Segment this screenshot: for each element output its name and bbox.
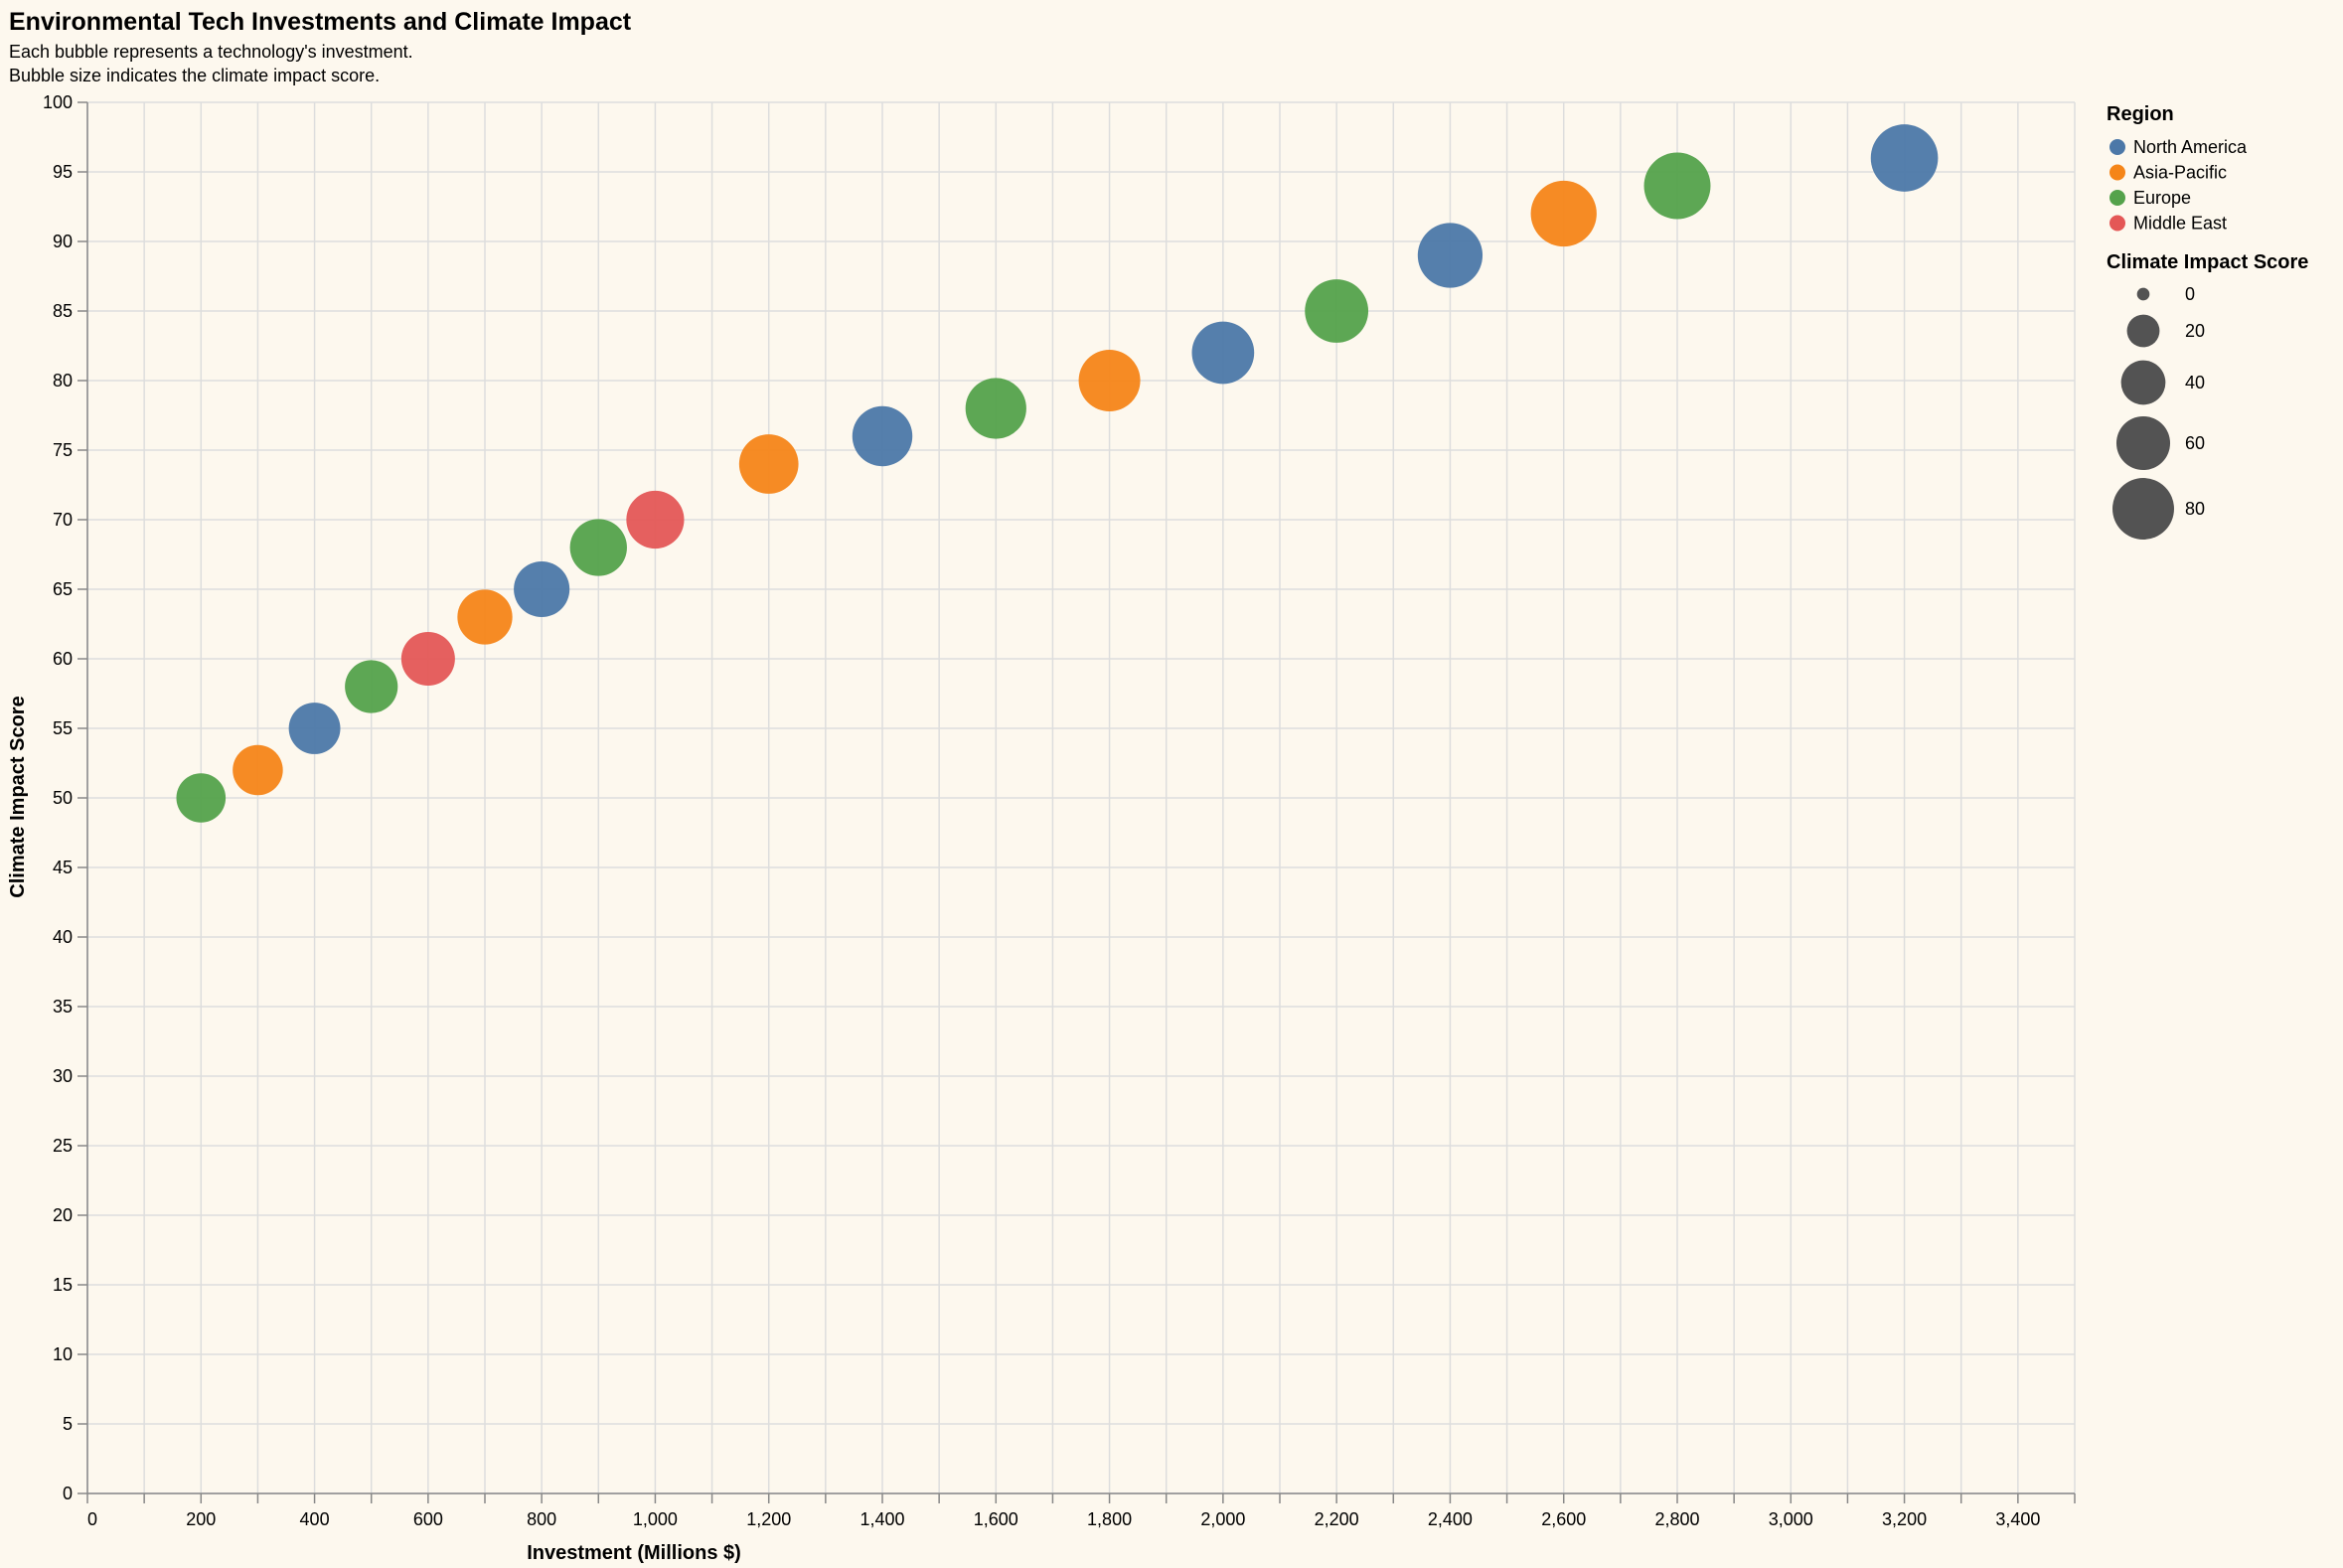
bubble-north-america[interactable] (1870, 124, 1939, 192)
x-tick-label: 2,600 (1541, 1509, 1586, 1529)
chart-subtitle-line-2: Bubble size indicates the climate impact… (9, 66, 380, 85)
y-tick-label: 90 (53, 232, 73, 251)
x-tick-label: 200 (186, 1509, 216, 1529)
y-tick-label: 50 (53, 788, 73, 808)
legend-label: Europe (2133, 188, 2191, 208)
size-legend-symbol (2120, 360, 2166, 405)
x-tick-label: 1,600 (974, 1509, 1018, 1529)
x-tick-label: 0 (87, 1509, 97, 1529)
x-tick-label: 600 (413, 1509, 443, 1529)
y-tick-label: 5 (63, 1414, 73, 1434)
size-legend-symbol (2136, 287, 2150, 301)
bubble-middle-east[interactable] (626, 490, 685, 549)
y-tick-label: 10 (53, 1344, 73, 1364)
bubble-europe[interactable] (1643, 152, 1711, 220)
y-tick-label: 60 (53, 649, 73, 669)
legend-label: North America (2133, 137, 2248, 157)
y-tick-label: 20 (53, 1205, 73, 1225)
size-legend-symbol (2115, 415, 2171, 471)
bubble-asia-pacific[interactable] (738, 434, 799, 494)
bubble-europe[interactable] (176, 773, 227, 823)
y-tick-label: 85 (53, 301, 73, 321)
x-tick-label: 1,200 (746, 1509, 791, 1529)
size-legend-symbol (2126, 314, 2160, 348)
x-tick-label: 3,000 (1769, 1509, 1813, 1529)
bubble-europe[interactable] (965, 378, 1026, 439)
bubble-europe[interactable] (1305, 279, 1369, 343)
legend-label: Middle East (2133, 214, 2227, 234)
y-tick-label: 45 (53, 858, 73, 877)
legend-swatch (2109, 190, 2125, 206)
x-tick-label: 400 (300, 1509, 330, 1529)
bubble-europe[interactable] (569, 519, 627, 576)
bubble-europe[interactable] (345, 660, 398, 713)
x-tick-label: 3,400 (1995, 1509, 2040, 1529)
size-legend-label: 0 (2185, 284, 2195, 304)
chart-title: Environmental Tech Investments and Clima… (9, 8, 632, 36)
bubble-north-america[interactable] (1191, 321, 1255, 385)
x-tick-label: 1,400 (859, 1509, 904, 1529)
size-legend-label: 60 (2185, 433, 2205, 453)
x-tick-label: 2,000 (1200, 1509, 1245, 1529)
y-tick-label: 40 (53, 927, 73, 947)
bubble-asia-pacific[interactable] (1530, 180, 1597, 247)
bubble-asia-pacific[interactable] (233, 744, 283, 796)
size-legend-label: 20 (2185, 321, 2205, 341)
y-tick-label: 95 (53, 162, 73, 182)
size-legend-label: 40 (2185, 373, 2205, 392)
y-tick-label: 0 (63, 1484, 73, 1503)
x-axis-title: Investment (Millions $) (527, 1542, 741, 1564)
x-tick-label: 2,200 (1315, 1509, 1359, 1529)
legend-label: Asia-Pacific (2133, 163, 2227, 183)
y-tick-label: 25 (53, 1136, 73, 1156)
y-axis-title: Climate Impact Score (7, 696, 29, 897)
bubble-north-america[interactable] (1417, 223, 1484, 288)
x-tick-label: 2,800 (1654, 1509, 1699, 1529)
y-tick-label: 80 (53, 371, 73, 391)
x-tick-label: 1,000 (633, 1509, 678, 1529)
bubble-asia-pacific[interactable] (1078, 350, 1141, 411)
y-tick-label: 70 (53, 510, 73, 530)
x-tick-label: 3,200 (1882, 1509, 1927, 1529)
bubble-asia-pacific[interactable] (457, 589, 513, 645)
y-tick-label: 35 (53, 997, 73, 1017)
x-tick-label: 800 (527, 1509, 556, 1529)
y-tick-label: 15 (53, 1275, 73, 1295)
gridlines (86, 101, 2076, 1494)
y-tick-label: 30 (53, 1066, 73, 1086)
bubble-north-america[interactable] (514, 560, 570, 618)
axes: 0 5 10 15 20 25 30 35 40 45 50 55 60 65 70 75 80 85 90 95 10… (43, 92, 2076, 1529)
y-tick-label: 100 (43, 92, 73, 112)
size-legend-label: 80 (2185, 499, 2205, 519)
bubble-middle-east[interactable] (400, 631, 455, 687)
chart-subtitle-line-1: Each bubble represents a technology's in… (9, 42, 413, 62)
legend-swatch (2109, 215, 2125, 232)
y-tick-label: 65 (53, 579, 73, 599)
size-legend-symbol (2112, 478, 2174, 540)
y-tick-label: 75 (53, 440, 73, 460)
legend: Region Climate Impact Score North Americ… (2107, 103, 2308, 540)
y-tick-label: 55 (53, 718, 73, 738)
x-tick-label: 1,800 (1087, 1509, 1132, 1529)
bubble-north-america[interactable] (852, 405, 913, 467)
size-legend-title: Climate Impact Score (2107, 251, 2308, 273)
bubbles (176, 124, 1939, 823)
legend-swatch (2109, 164, 2125, 181)
x-tick-label: 2,400 (1428, 1509, 1473, 1529)
legend-swatch (2109, 139, 2125, 155)
color-legend-title: Region (2107, 103, 2174, 125)
bubble-north-america[interactable] (288, 703, 341, 754)
